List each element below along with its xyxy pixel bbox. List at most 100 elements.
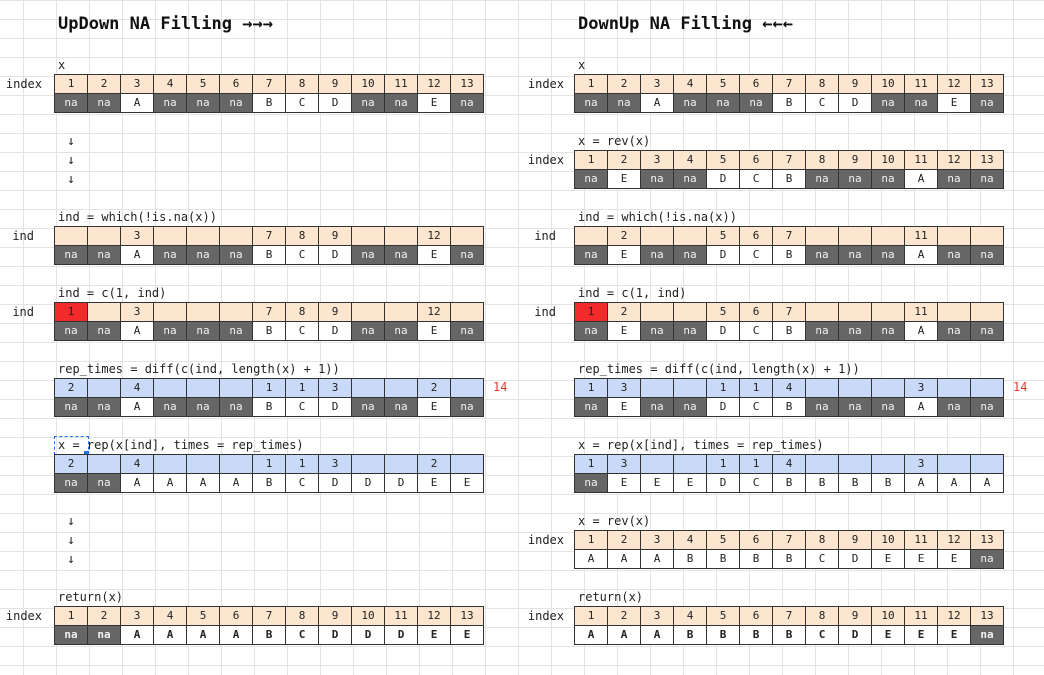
cell-13[interactable]: [971, 227, 1004, 246]
cell-3[interactable]: A: [121, 322, 154, 341]
cell-13[interactable]: na: [971, 246, 1004, 265]
cell-13[interactable]: 13: [971, 607, 1004, 626]
cell-11[interactable]: A: [905, 246, 938, 265]
cell-6[interactable]: na: [220, 398, 253, 417]
cell-9[interactable]: 9: [319, 303, 352, 322]
cell-11[interactable]: A: [905, 398, 938, 417]
cell-3[interactable]: [641, 227, 674, 246]
cell-11[interactable]: D: [385, 626, 418, 645]
cell-12[interactable]: 12: [418, 303, 451, 322]
cell-4[interactable]: [674, 227, 707, 246]
cell-9[interactable]: 9: [319, 227, 352, 246]
cell-6[interactable]: na: [220, 322, 253, 341]
cell-1[interactable]: 1: [575, 75, 608, 94]
cell-10[interactable]: [352, 379, 385, 398]
cell-8[interactable]: 8: [806, 531, 839, 550]
cell-13[interactable]: A: [971, 474, 1004, 493]
cell-3[interactable]: 3: [121, 227, 154, 246]
cell-4[interactable]: [154, 303, 187, 322]
cell-7[interactable]: 7: [253, 303, 286, 322]
cell-4[interactable]: 4: [154, 75, 187, 94]
cell-5[interactable]: [187, 379, 220, 398]
cell-7[interactable]: 7: [773, 151, 806, 170]
cell-3[interactable]: [641, 379, 674, 398]
cell-7[interactable]: B: [773, 322, 806, 341]
cell-5[interactable]: [187, 303, 220, 322]
cell-11[interactable]: 11: [905, 607, 938, 626]
cell-5[interactable]: B: [707, 626, 740, 645]
cell-12[interactable]: [938, 227, 971, 246]
cell-9[interactable]: na: [839, 246, 872, 265]
cell-1[interactable]: 2: [55, 455, 88, 474]
cell-8[interactable]: na: [806, 170, 839, 189]
cell-12[interactable]: 2: [418, 455, 451, 474]
cell-8[interactable]: B: [806, 474, 839, 493]
cell-3[interactable]: A: [641, 626, 674, 645]
cell-1[interactable]: na: [55, 398, 88, 417]
cell-12[interactable]: [938, 379, 971, 398]
cell-1[interactable]: na: [575, 322, 608, 341]
cell-12[interactable]: [938, 303, 971, 322]
cell-2[interactable]: na: [608, 94, 641, 113]
cell-13[interactable]: 13: [971, 151, 1004, 170]
cell-1[interactable]: [575, 227, 608, 246]
cell-5[interactable]: 5: [707, 531, 740, 550]
cell-8[interactable]: C: [806, 626, 839, 645]
cell-8[interactable]: 1: [286, 379, 319, 398]
cell-11[interactable]: 3: [905, 455, 938, 474]
cell-13[interactable]: [971, 455, 1004, 474]
cell-3[interactable]: 3: [121, 607, 154, 626]
cell-8[interactable]: C: [806, 94, 839, 113]
cell-5[interactable]: 1: [707, 379, 740, 398]
cell-11[interactable]: 11: [905, 531, 938, 550]
cell-2[interactable]: [88, 303, 121, 322]
cell-2[interactable]: [88, 379, 121, 398]
cell-1[interactable]: 1: [575, 303, 608, 322]
cell-11[interactable]: [385, 303, 418, 322]
cell-5[interactable]: D: [707, 474, 740, 493]
cell-13[interactable]: 13: [451, 75, 484, 94]
cell-1[interactable]: A: [575, 626, 608, 645]
cell-2[interactable]: A: [608, 626, 641, 645]
cell-6[interactable]: [220, 227, 253, 246]
cell-9[interactable]: [839, 455, 872, 474]
cell-1[interactable]: na: [55, 246, 88, 265]
cell-7[interactable]: B: [773, 474, 806, 493]
cell-4[interactable]: A: [154, 626, 187, 645]
cell-4[interactable]: na: [154, 398, 187, 417]
cell-7[interactable]: 7: [253, 75, 286, 94]
cell-9[interactable]: D: [319, 474, 352, 493]
cell-7[interactable]: 4: [773, 455, 806, 474]
cell-1[interactable]: 1: [575, 379, 608, 398]
cell-6[interactable]: B: [740, 626, 773, 645]
cell-4[interactable]: 4: [674, 607, 707, 626]
cell-1[interactable]: na: [55, 626, 88, 645]
cell-1[interactable]: 1: [575, 455, 608, 474]
cell-4[interactable]: [674, 379, 707, 398]
cell-12[interactable]: 12: [418, 607, 451, 626]
cell-13[interactable]: na: [451, 94, 484, 113]
cell-2[interactable]: E: [608, 322, 641, 341]
cell-12[interactable]: na: [938, 170, 971, 189]
cell-6[interactable]: B: [740, 550, 773, 569]
cell-6[interactable]: C: [740, 170, 773, 189]
cell-2[interactable]: na: [88, 626, 121, 645]
cell-11[interactable]: A: [905, 474, 938, 493]
cell-1[interactable]: [55, 227, 88, 246]
cell-9[interactable]: [839, 379, 872, 398]
cell-7[interactable]: 1: [253, 455, 286, 474]
cell-7[interactable]: B: [773, 170, 806, 189]
cell-3[interactable]: 3: [641, 75, 674, 94]
cell-10[interactable]: na: [872, 170, 905, 189]
cell-12[interactable]: E: [938, 626, 971, 645]
cell-8[interactable]: C: [286, 246, 319, 265]
cell-1[interactable]: na: [575, 398, 608, 417]
cell-3[interactable]: na: [641, 398, 674, 417]
cell-10[interactable]: B: [872, 474, 905, 493]
cell-11[interactable]: D: [385, 474, 418, 493]
cell-13[interactable]: na: [971, 626, 1004, 645]
cell-10[interactable]: na: [352, 246, 385, 265]
cell-2[interactable]: E: [608, 170, 641, 189]
cell-2[interactable]: na: [88, 474, 121, 493]
cell-11[interactable]: 11: [905, 75, 938, 94]
